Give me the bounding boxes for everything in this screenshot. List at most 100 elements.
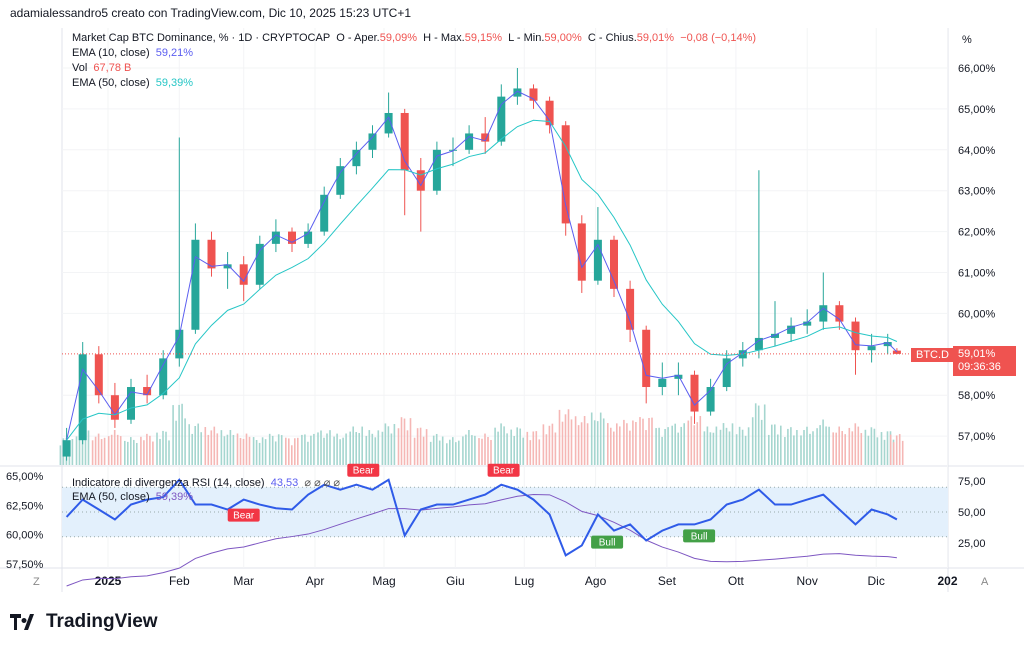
rsi-left-tick-label: 60,00%: [6, 530, 44, 542]
volume-bar: [310, 435, 312, 465]
volume-bar: [119, 436, 122, 465]
volume-bar: [548, 425, 551, 465]
volume-bar: [455, 442, 457, 465]
volume-bar: [236, 433, 239, 465]
legend-ema10[interactable]: EMA (10, close) 59,21%: [72, 47, 193, 59]
candle-body: [368, 133, 377, 150]
volume-bar: [503, 426, 505, 465]
volume-bar: [91, 440, 94, 465]
volume-bar: [519, 428, 521, 465]
volume-bar: [542, 424, 545, 465]
volume-bar: [731, 423, 734, 465]
time-tick-label: 2025: [95, 574, 122, 588]
volume-bar: [216, 433, 219, 465]
auto-scale-button[interactable]: A: [981, 576, 989, 588]
bar-countdown: 09:36:36: [958, 361, 1001, 373]
volume-bar: [593, 420, 596, 465]
volume-bar: [258, 442, 261, 465]
volume-bar: [381, 431, 384, 465]
volume-bar: [683, 423, 685, 465]
volume-bar: [522, 437, 524, 465]
volume-bar: [754, 403, 757, 465]
candle-body: [127, 387, 135, 420]
volume-bar: [191, 433, 193, 465]
volume-bar: [800, 435, 802, 465]
bear-divergence-label: Bear: [493, 466, 515, 477]
volume-bar: [438, 440, 441, 465]
volume-bar: [242, 438, 245, 465]
volume-bar: [458, 440, 460, 465]
legend-rsi-ema[interactable]: EMA (50, close) 59,39%: [72, 491, 193, 503]
volume-bar: [551, 423, 554, 465]
legend-vol[interactable]: Vol 67,78 B: [72, 62, 131, 74]
candle-body: [336, 166, 345, 195]
logo-text: TradingView: [46, 611, 158, 632]
volume-bar: [336, 433, 338, 465]
volume-bar: [828, 426, 830, 465]
legend-ema50[interactable]: EMA (50, close) 59,39%: [72, 77, 193, 89]
volume-bar: [127, 441, 129, 465]
volume-bar: [449, 439, 451, 465]
volume-bar: [71, 439, 74, 465]
candle-body: [223, 264, 232, 269]
volume-bar: [680, 426, 682, 465]
time-tick-label: Apr: [306, 574, 325, 588]
close-label: C - Chius.: [587, 32, 637, 44]
volume-bar: [294, 438, 296, 465]
divergence-label-bg: [227, 508, 260, 522]
vol-label: Vol: [72, 62, 88, 74]
volume-bar: [757, 405, 760, 465]
candle-body: [883, 342, 892, 347]
volume-bar: [297, 437, 299, 465]
volume-bar: [168, 440, 170, 465]
candle-body: [674, 374, 683, 379]
volume-bar: [763, 404, 766, 465]
ema10-label: EMA (10, close): [72, 47, 150, 59]
volume-bar: [806, 426, 808, 465]
volume-bar: [883, 439, 886, 465]
volume-bar: [619, 426, 621, 465]
timezone-button[interactable]: Z: [33, 576, 40, 588]
volume-bar: [803, 430, 805, 465]
symbol-title[interactable]: Market Cap BTC Dominance, % · 1D · CRYPT…: [72, 32, 331, 44]
volume-bar: [130, 437, 132, 465]
price-tick-label: 65,00%: [958, 104, 996, 116]
candle-body: [642, 329, 651, 388]
indicator-settings-icons[interactable]: ⌀ ⌀ ⌀ ⌀: [304, 477, 341, 489]
volume-bar: [390, 433, 393, 465]
volume-bar: [577, 425, 580, 465]
legend-rsi[interactable]: Indicatore di divergenza RSI (14, close)…: [72, 476, 340, 489]
volume-bar: [178, 404, 180, 465]
volume-bar: [870, 427, 873, 465]
tradingview-logo[interactable]: TradingView: [10, 611, 158, 633]
volume-bar: [226, 434, 229, 465]
volume-bar: [252, 437, 255, 465]
volume-bar: [78, 429, 81, 465]
rsi-band: [62, 487, 948, 537]
volume-bar: [393, 424, 396, 465]
volume-bar: [181, 403, 183, 465]
candle-body: [851, 321, 860, 351]
volume-bar: [87, 430, 90, 465]
divergence-label-bg: [487, 463, 520, 477]
volume-bar: [465, 434, 467, 465]
bull-divergence-label: Bull: [691, 531, 708, 542]
volume-bar: [500, 423, 502, 465]
volume-bar: [848, 427, 851, 465]
volume-bar: [326, 433, 328, 465]
volume-bar: [632, 420, 634, 465]
volume-bar: [162, 430, 164, 465]
volume-bar: [291, 445, 293, 465]
volume-bar: [825, 426, 827, 465]
volume-bar: [867, 435, 870, 465]
candle-body: [867, 346, 876, 351]
volume-bar: [264, 439, 267, 465]
volume-bar: [349, 431, 351, 465]
volume-bar: [747, 427, 750, 465]
volume-bar: [857, 426, 860, 465]
last-price-tag: 59,01% 09:36:36: [953, 346, 1016, 376]
candle-body: [561, 125, 570, 224]
volume-bar: [607, 423, 609, 465]
volume-bar: [261, 437, 264, 465]
